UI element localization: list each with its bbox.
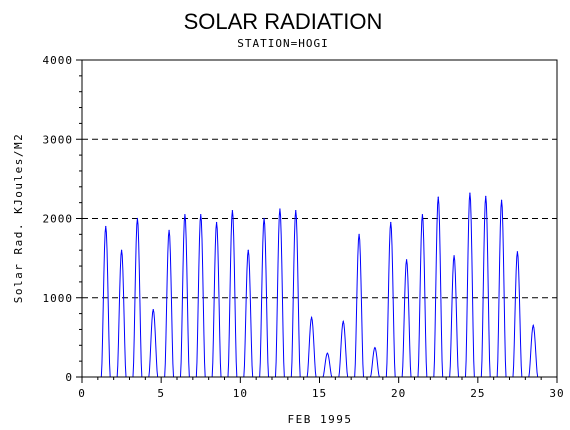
x-tick-label: 0 [78,387,86,400]
daily-peak-point [485,195,487,197]
chart-title: SOLAR RADIATION [184,9,383,34]
daily-peak-point [358,233,360,235]
series-solar-radiation [97,192,542,378]
daily-peak-point [390,221,392,224]
daily-peak-point [532,324,534,327]
daily-peak-point [421,213,424,216]
daily-peak-point [453,255,455,257]
y-tick-label: 2000 [43,213,74,226]
daily-peak-point [215,221,218,224]
daily-peak-point [500,199,503,201]
y-axis-label: Solar Rad. KJoules/M2 [12,133,25,304]
x-tick-label: 10 [233,387,248,400]
daily-peak-point [263,217,265,220]
daily-peak-point [405,259,408,261]
daily-peak-point [516,251,519,253]
daily-peak-point [342,320,344,323]
x-axis-label: FEB 1995 [288,413,353,426]
x-tick-label: 20 [391,387,406,400]
daily-peak-point [295,209,297,212]
chart-subtitle: STATION=HOGI [237,37,328,50]
daily-peak-point [200,213,202,216]
daily-peak-point [120,249,123,251]
daily-peak-point [247,249,249,251]
daily-peak-point [136,217,139,220]
daily-peak-point [279,208,281,210]
y-tick-label: 3000 [43,133,74,146]
gridlines [82,59,557,299]
x-tick-label: 5 [157,387,165,400]
daily-peak-point [326,352,329,354]
daily-peak-point [184,213,186,216]
series-line [97,193,542,378]
daily-peak-point [105,225,107,228]
daily-peak-point [231,209,234,212]
daily-peak-point [469,192,471,194]
daily-peak-point [437,196,439,198]
x-tick-label: 30 [549,387,564,400]
x-tick-label: 25 [470,387,485,400]
y-tick-label: 0 [65,371,73,384]
axes: 0 1000 2000 3000 4000 0 5 10 15 20 25 30 [43,54,564,400]
y-tick-label: 1000 [43,292,74,305]
daily-peak-point [168,229,170,231]
daily-peak-point [374,347,376,349]
daily-peak-point [152,309,154,311]
y-tick-label: 4000 [43,54,74,67]
daily-peak-point [310,316,313,319]
x-tick-label: 15 [312,387,327,400]
